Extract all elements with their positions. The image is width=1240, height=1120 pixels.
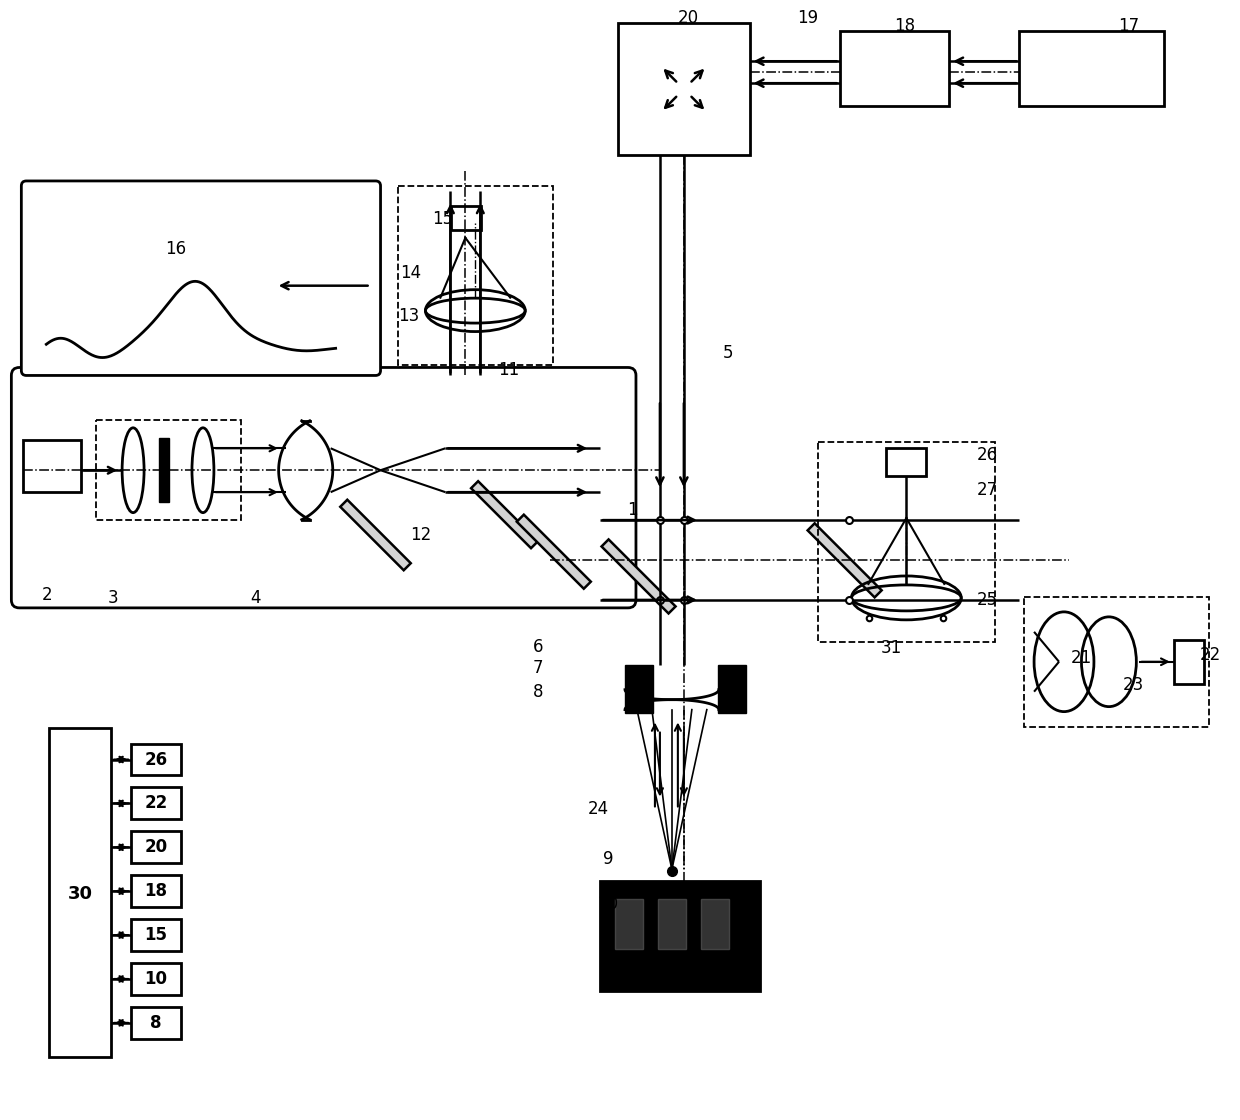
Text: 23: 23 xyxy=(1123,675,1145,693)
Bar xyxy=(1019,31,1164,106)
Text: 6: 6 xyxy=(533,637,543,656)
Bar xyxy=(887,448,926,476)
Text: 9: 9 xyxy=(603,850,614,868)
Bar xyxy=(131,875,181,907)
Text: 17: 17 xyxy=(1118,17,1140,36)
Bar xyxy=(131,963,181,995)
Text: 21: 21 xyxy=(1070,648,1091,666)
Text: 20: 20 xyxy=(145,838,167,857)
FancyBboxPatch shape xyxy=(21,181,381,375)
Text: 8: 8 xyxy=(533,683,543,701)
Text: 12: 12 xyxy=(410,526,432,544)
Text: 18: 18 xyxy=(894,17,915,36)
Text: 10: 10 xyxy=(145,970,167,988)
Text: 26: 26 xyxy=(977,446,998,465)
Text: 14: 14 xyxy=(401,263,422,282)
Text: 20: 20 xyxy=(677,9,698,27)
Bar xyxy=(24,440,81,492)
Bar xyxy=(1174,640,1204,683)
Bar xyxy=(131,920,181,951)
Text: 2: 2 xyxy=(42,586,52,604)
Bar xyxy=(601,540,676,614)
Bar xyxy=(97,420,241,520)
Text: 30: 30 xyxy=(68,885,93,903)
Bar xyxy=(451,206,481,230)
Text: 7: 7 xyxy=(533,659,543,676)
Text: 26: 26 xyxy=(145,750,167,768)
Bar xyxy=(817,442,996,642)
Bar xyxy=(398,186,553,365)
Bar xyxy=(615,899,644,949)
Text: 3: 3 xyxy=(108,589,119,607)
Bar xyxy=(131,831,181,864)
Text: 15: 15 xyxy=(432,209,453,227)
Text: 31: 31 xyxy=(880,638,901,656)
Bar xyxy=(658,899,686,949)
Bar xyxy=(517,515,590,589)
Text: 24: 24 xyxy=(588,801,609,819)
Bar xyxy=(340,500,410,570)
Text: 25: 25 xyxy=(977,591,998,609)
Text: 15: 15 xyxy=(145,926,167,944)
Text: 10: 10 xyxy=(598,895,619,913)
Text: 13: 13 xyxy=(398,307,419,325)
Text: 16: 16 xyxy=(165,240,186,258)
Bar xyxy=(718,665,745,712)
Text: 19: 19 xyxy=(797,9,818,27)
Bar xyxy=(131,744,181,775)
Text: 8: 8 xyxy=(150,1014,161,1032)
Bar xyxy=(471,482,538,548)
Bar xyxy=(839,31,950,106)
Bar xyxy=(618,24,750,155)
Text: 22: 22 xyxy=(144,794,167,812)
Text: 27: 27 xyxy=(977,482,998,500)
Text: 18: 18 xyxy=(145,883,167,900)
Bar xyxy=(807,523,882,597)
Bar xyxy=(131,787,181,820)
Bar xyxy=(50,728,112,1057)
Bar xyxy=(625,665,653,712)
Bar xyxy=(131,1007,181,1039)
Text: 22: 22 xyxy=(1200,646,1221,664)
Text: 1: 1 xyxy=(626,501,637,520)
Bar xyxy=(701,899,729,949)
Text: 4: 4 xyxy=(250,589,262,607)
Bar xyxy=(600,881,760,991)
Text: 5: 5 xyxy=(723,344,733,362)
Bar xyxy=(159,438,169,502)
Bar xyxy=(1024,597,1209,727)
Text: 11: 11 xyxy=(497,362,518,380)
